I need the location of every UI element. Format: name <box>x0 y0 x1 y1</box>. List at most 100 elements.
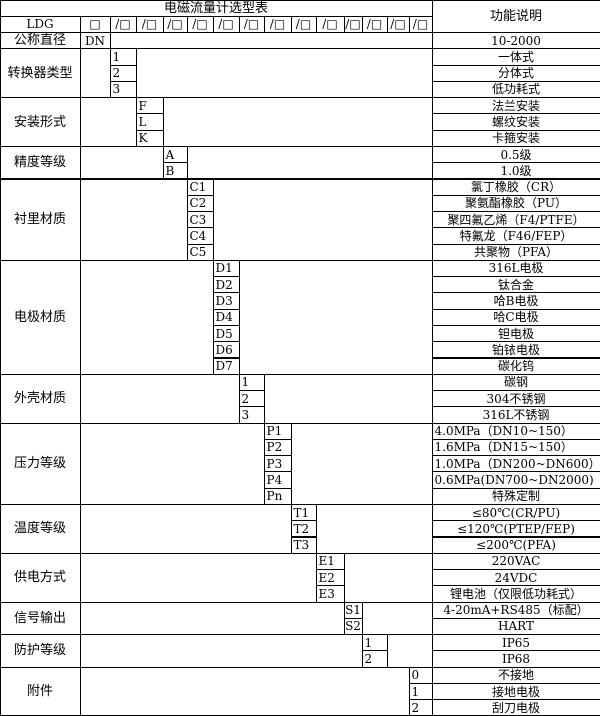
blank-cell <box>79 97 137 147</box>
option-code: D5 <box>212 324 240 343</box>
option-code: P3 <box>263 455 292 473</box>
option-description: IP65 <box>431 634 600 652</box>
option-description: 碳化钨 <box>431 357 600 375</box>
option-description: 304不锈钢 <box>431 390 600 408</box>
option-code: 2 <box>361 650 388 668</box>
blank-cell <box>386 634 433 668</box>
option-description: 钛合金 <box>431 276 600 294</box>
model-code-cell: □ <box>79 15 111 34</box>
option-description: 316L电极 <box>431 259 600 278</box>
blank-cell <box>79 552 317 603</box>
option-code: C3 <box>186 211 214 229</box>
group-label: 衬里材质 <box>0 178 81 261</box>
option-code: D7 <box>212 357 240 375</box>
option-code: S1 <box>343 601 363 619</box>
option-description: 哈C电极 <box>431 308 600 326</box>
option-description: 螺纹安装 <box>431 113 600 131</box>
nominal-code: DN <box>79 32 111 50</box>
group-label: 信号输出 <box>0 601 81 636</box>
option-code: L <box>135 113 164 131</box>
blank-cell <box>263 373 433 424</box>
option-description: 分体式 <box>431 64 600 82</box>
option-code: P1 <box>263 422 292 440</box>
option-code: 2 <box>408 699 433 716</box>
option-code: 3 <box>109 80 137 99</box>
option-code: C5 <box>186 243 214 261</box>
model-code-cell: /□ <box>212 15 240 34</box>
model-code-cell: /□ <box>135 15 164 34</box>
option-description: 1.0MPa（DN200~DN600） <box>431 455 600 473</box>
blank-cell <box>79 503 292 554</box>
group-label: 压力等级 <box>0 422 81 505</box>
model-code-cell: /□ <box>386 15 410 34</box>
option-description: 低功耗式 <box>431 80 600 99</box>
group-label: 精度等级 <box>0 145 81 180</box>
option-code: D6 <box>212 341 240 359</box>
model-code-cell: /□ <box>361 15 388 34</box>
blank-cell <box>79 259 214 375</box>
model-code-cell: /□ <box>263 15 292 34</box>
option-description: 碳钢 <box>431 373 600 392</box>
option-description: 4.0MPa（DN10~150） <box>431 422 600 440</box>
table-title: 电磁流量计选型表 <box>0 0 433 17</box>
option-description: IP68 <box>431 650 600 668</box>
option-description: 接地电极 <box>431 682 600 701</box>
option-code: D2 <box>212 276 240 294</box>
option-code: 1 <box>408 682 433 701</box>
option-description: 0.6MPa(DN700~DN2000) <box>431 471 600 489</box>
option-description: 聚四氟乙烯（F4/PTFE） <box>431 211 600 229</box>
blank-cell <box>290 422 433 505</box>
blank-cell <box>79 634 363 668</box>
option-code: 1 <box>238 373 265 392</box>
blank-cell <box>79 422 265 505</box>
option-description: 聚氨酯橡胶（PU） <box>431 194 600 213</box>
function-header: 功能说明 <box>431 0 600 34</box>
option-description: 4-20mA+RS485（标配） <box>431 601 600 619</box>
blank-cell <box>361 601 433 636</box>
option-code: T2 <box>290 520 317 538</box>
option-code: D4 <box>212 308 240 326</box>
blank-cell <box>79 145 164 180</box>
option-description: 1.6MPa（DN15~150） <box>431 438 600 457</box>
option-description: ≤200℃(PFA) <box>431 536 600 554</box>
blank-cell <box>343 552 433 603</box>
option-description: ≤120℃(PTEP/FEP) <box>431 520 600 538</box>
option-description: 1.0级 <box>431 162 600 180</box>
option-code: 3 <box>238 406 265 424</box>
option-description: ≤80℃(CR/PU) <box>431 503 600 522</box>
option-description: 316L不锈钢 <box>431 406 600 424</box>
option-code: D1 <box>212 259 240 278</box>
option-code: 2 <box>238 390 265 408</box>
option-code: E2 <box>315 569 345 587</box>
blank-cell <box>238 259 433 375</box>
model-code-cell: /□ <box>186 15 214 34</box>
option-description: 刮刀电极 <box>431 699 600 716</box>
blank-cell <box>109 32 433 50</box>
option-code: C1 <box>186 178 214 196</box>
option-description: 氯丁橡胶（CR） <box>431 178 600 196</box>
group-label: 附件 <box>0 666 81 716</box>
group-label: 供电方式 <box>0 552 81 603</box>
model-code-cell: /□ <box>408 15 433 34</box>
model-code-cell: /□ <box>315 15 345 34</box>
option-description: 特殊定制 <box>431 487 600 505</box>
group-label: 电极材质 <box>0 259 81 375</box>
group-label: 防护等级 <box>0 634 81 668</box>
option-description: 钽电极 <box>431 324 600 343</box>
option-code: E1 <box>315 552 345 571</box>
option-code: 1 <box>109 48 137 66</box>
group-label: 转换器类型 <box>0 48 81 99</box>
group-label: 外壳材质 <box>0 373 81 424</box>
option-code: F <box>135 97 164 115</box>
option-code: E3 <box>315 585 345 603</box>
option-code: K <box>135 129 164 147</box>
model-code-cell: LDG <box>0 15 81 34</box>
option-description: 铂铱电极 <box>431 341 600 359</box>
model-code-cell: /□ <box>109 15 137 34</box>
model-code-cell: /□ <box>162 15 188 34</box>
option-code: T1 <box>290 503 317 522</box>
option-description: 法兰安装 <box>431 97 600 115</box>
option-code: S2 <box>343 617 363 636</box>
model-code-cell: /□ <box>290 15 317 34</box>
